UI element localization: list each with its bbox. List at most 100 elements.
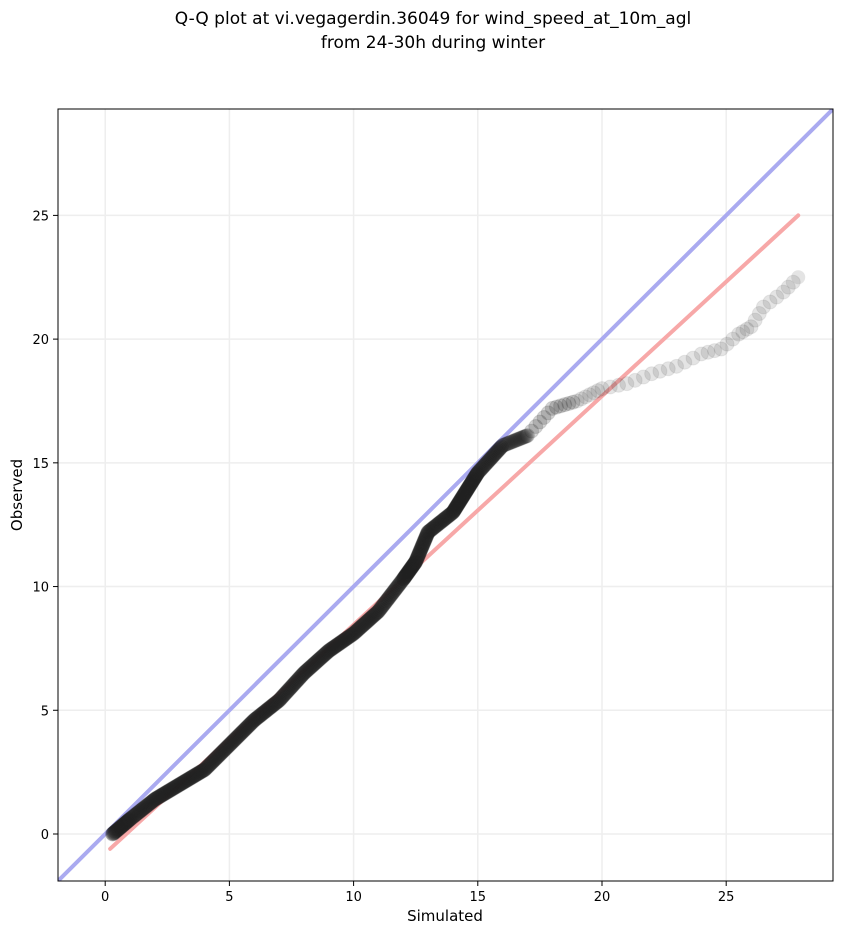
quantile-point (473, 461, 489, 477)
quantile-point (494, 439, 510, 455)
quantile-point (202, 756, 218, 772)
quantile-point (109, 822, 125, 838)
quantile-point (479, 455, 495, 471)
y-tick-label: 0 (41, 828, 49, 843)
y-tick-label: 5 (41, 704, 49, 719)
quantile-point (276, 687, 292, 703)
quantile-point (346, 626, 362, 642)
quantile-point (456, 486, 472, 502)
quantile-point (410, 548, 426, 564)
quantile-point (326, 639, 342, 655)
quantile-point (725, 331, 741, 347)
quantile-point (472, 462, 488, 478)
quantile-point (785, 274, 801, 290)
quantile-point (255, 705, 271, 721)
quantile-point (397, 569, 413, 585)
quantile-point (700, 344, 716, 360)
quantile-point (305, 657, 321, 673)
quantile-point (369, 604, 385, 620)
quantile-point (540, 405, 556, 421)
quantile-point (234, 725, 250, 741)
quantile-point (313, 650, 329, 666)
quantile-point (112, 820, 128, 836)
quantile-point (199, 759, 215, 775)
quantile-point (215, 744, 231, 760)
quantile-point (335, 633, 351, 649)
quantile-point (297, 664, 313, 680)
quantile-point (467, 469, 483, 485)
quantile-point (453, 492, 469, 508)
quantile-point (178, 772, 194, 788)
quantile-point (376, 596, 392, 612)
quantile-point (469, 467, 485, 483)
quantile-point (528, 419, 544, 435)
quantile-point (468, 467, 484, 483)
quantile-point (484, 449, 500, 465)
quantile-point (164, 781, 180, 797)
quantile-point (252, 708, 268, 724)
quantile-point (398, 567, 414, 583)
quantile-point (311, 652, 327, 668)
quantile-point (160, 783, 176, 799)
quantile-point (364, 609, 380, 625)
quantile-point (344, 626, 360, 642)
quantile-points (105, 270, 806, 842)
quantile-point (324, 641, 340, 657)
quantile-point (329, 637, 345, 653)
quantile-point (446, 503, 462, 519)
quantile-point (553, 398, 569, 414)
quantile-point (295, 666, 311, 682)
quantile-point (113, 819, 129, 835)
quantile-point (505, 433, 521, 449)
quantile-point (256, 704, 272, 720)
quantile-point (221, 737, 237, 753)
quantile-point (544, 400, 560, 416)
quantile-point (330, 637, 346, 653)
quantile-point (162, 783, 178, 799)
quantile-point (400, 564, 416, 580)
quantile-point (401, 562, 417, 578)
quantile-point (418, 530, 434, 546)
quantile-point (452, 493, 468, 509)
quantile-point (228, 730, 244, 746)
quantile-point (212, 746, 228, 762)
quantile-point (747, 312, 763, 328)
quantile-point (281, 681, 297, 697)
quantile-point (439, 509, 455, 525)
quantile-point (169, 778, 185, 794)
quantile-point (367, 606, 383, 622)
quantile-point (148, 791, 164, 807)
quantile-point (140, 797, 156, 813)
quantile-point (283, 679, 299, 695)
quantile-point (211, 747, 227, 763)
quantile-point (387, 581, 403, 597)
quantile-point (191, 765, 207, 781)
quantile-point (158, 785, 174, 801)
quantile-point (382, 589, 398, 605)
quantile-point (198, 761, 214, 777)
quantile-point (269, 694, 285, 710)
quantile-point (168, 779, 184, 795)
quantile-point (278, 685, 294, 701)
quantile-point (418, 528, 434, 544)
quantile-point (516, 429, 532, 445)
quantile-point (548, 399, 564, 415)
quantile-point (225, 734, 241, 750)
quantile-point (261, 700, 277, 716)
quantile-point (460, 480, 476, 496)
quantile-point (142, 795, 158, 811)
quantile-point (386, 583, 402, 599)
quantile-point (366, 607, 382, 623)
quantile-point (350, 622, 366, 638)
quantile-point (561, 395, 577, 411)
quantile-point (286, 676, 302, 692)
quantile-point (515, 429, 531, 445)
y-tick-label: 25 (32, 209, 49, 224)
quantile-point (141, 796, 157, 812)
quantile-point (496, 437, 512, 453)
quantile-point (465, 472, 481, 488)
quantile-point (582, 387, 598, 403)
quantile-point (121, 812, 137, 828)
quantile-point (422, 522, 438, 538)
quantile-point (136, 800, 152, 816)
